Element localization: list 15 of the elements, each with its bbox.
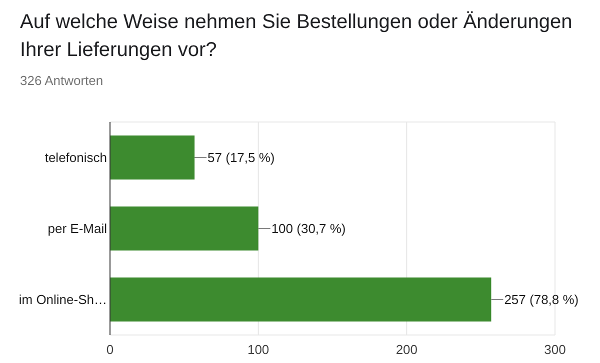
x-tick-label: 300: [544, 342, 566, 357]
y-tick-label: telefonisch: [44, 150, 107, 166]
y-tick-label: per E-Mail: [48, 221, 108, 236]
chart-subtitle: 326 Antworten: [20, 73, 104, 88]
x-tick-label: 0: [106, 342, 114, 357]
data-label: 257 (78,8 %): [504, 292, 579, 308]
x-tick-label: 200: [396, 342, 418, 357]
bar: [110, 135, 195, 180]
y-tick-label: im Online-Sh…: [18, 292, 107, 308]
bar: [110, 277, 492, 322]
x-tick-label: 100: [247, 342, 270, 357]
data-label: 57 (17,5 %): [208, 150, 275, 166]
chart-title: Auf welche Weise nehmen Sie Bestellungen oder Änderungen Ihrer Lieferungen vor?: [20, 11, 572, 61]
data-label: 100 (30,7 %): [271, 221, 346, 236]
bar: [110, 206, 258, 251]
